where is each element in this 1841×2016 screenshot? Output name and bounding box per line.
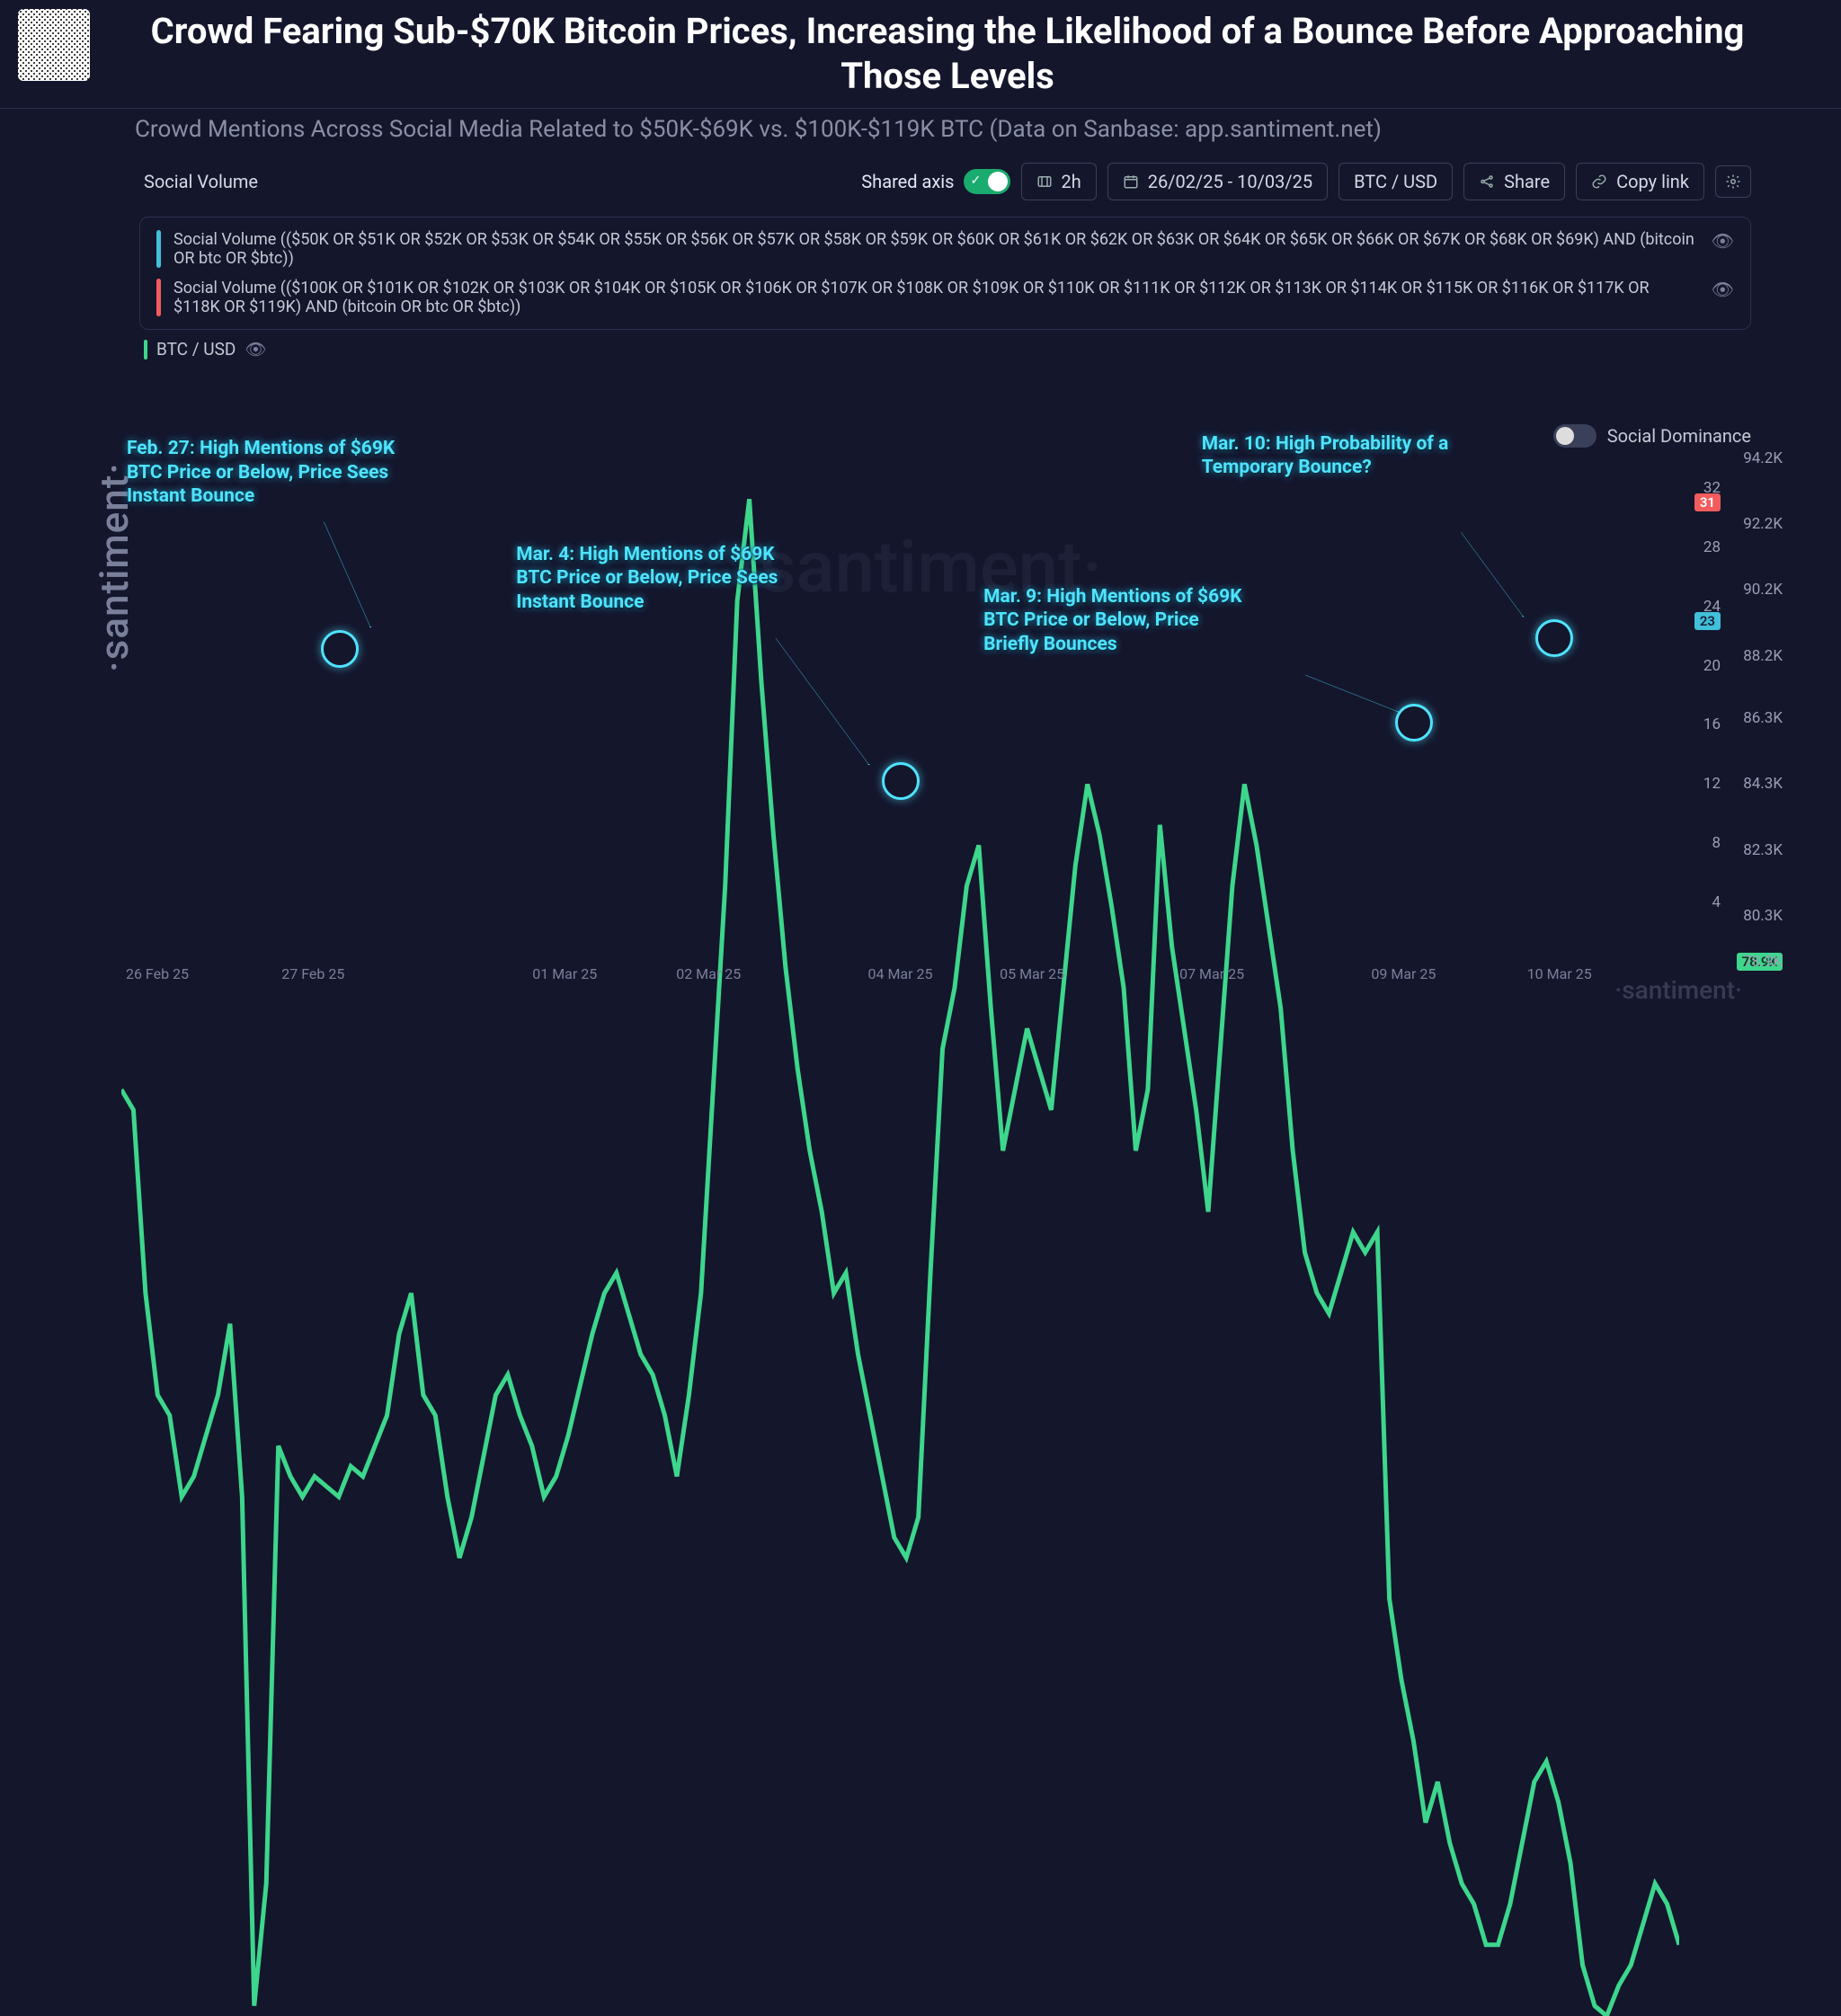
- social-volume-label: Social Volume: [144, 171, 258, 192]
- y-right-tick: 88.2K: [1743, 647, 1783, 665]
- timeframe-value: 2h: [1062, 171, 1081, 192]
- x-tick: 26 Feb 25: [126, 965, 189, 982]
- page-title: Crowd Fearing Sub-$70K Bitcoin Prices, I…: [126, 9, 1769, 99]
- y-right-tick: 80.3K: [1743, 907, 1783, 925]
- toolbar: Social Volume Shared axis ✓ 2h 26/02/25 …: [0, 147, 1841, 217]
- annotation-circle: [1535, 619, 1573, 657]
- timeframe-icon: [1036, 173, 1053, 190]
- annotation-circle: [882, 762, 920, 800]
- copy-link-button[interactable]: Copy link: [1576, 163, 1704, 200]
- y-right-tick: 82.3K: [1743, 841, 1783, 859]
- y-right-tick: 84.3K: [1743, 775, 1783, 793]
- header: Crowd Fearing Sub-$70K Bitcoin Prices, I…: [0, 0, 1841, 109]
- social-dominance-toggle[interactable]: [1553, 424, 1596, 448]
- legend-price-label: BTC / USD: [156, 339, 236, 360]
- x-axis: 26 Feb 25 27 Feb 25 01 Mar 25 02 Mar 25 04 M…: [121, 965, 1679, 987]
- legend-label-b: Social Volume (($100K OR $101K OR $102K …: [173, 279, 1699, 316]
- timeframe-button[interactable]: 2h: [1021, 163, 1097, 200]
- shared-axis-toggle[interactable]: ✓: [964, 169, 1010, 194]
- x-tick: 09 Mar 25: [1371, 965, 1436, 982]
- social-dominance-control: Social Dominance: [1553, 424, 1751, 448]
- legend-series-b[interactable]: Social Volume (($100K OR $101K OR $102K …: [156, 279, 1734, 316]
- shared-axis-label: Shared axis: [861, 171, 954, 192]
- x-tick: 07 Mar 25: [1179, 965, 1244, 982]
- date-range-value: 26/02/25 - 10/03/25: [1148, 171, 1312, 192]
- eye-icon[interactable]: 👁: [1712, 279, 1734, 300]
- share-button[interactable]: Share: [1463, 163, 1565, 200]
- x-tick: 02 Mar 25: [676, 965, 741, 982]
- social-dominance-label: Social Dominance: [1607, 425, 1751, 447]
- share-icon: [1479, 173, 1495, 190]
- y-left-tick: 8: [1712, 834, 1721, 852]
- annotation-circle: [1395, 704, 1433, 742]
- pair-button[interactable]: BTC / USD: [1339, 163, 1453, 200]
- calendar-icon: [1123, 173, 1139, 190]
- x-tick: 27 Feb 25: [281, 965, 344, 982]
- y-right-tick: 94.2K: [1743, 449, 1783, 467]
- y-left-tick: 16: [1703, 715, 1721, 733]
- bars-area: 312378.9K: [121, 458, 1679, 962]
- legend-panel: Social Volume (($50K OR $51K OR $52K OR …: [139, 217, 1751, 330]
- eye-icon[interactable]: 👁: [1712, 230, 1734, 252]
- y-left-tick: 24: [1703, 598, 1721, 616]
- chart: 312378.9K 26 Feb 25 27 Feb 25 01 Mar 25 02 …: [121, 458, 1679, 987]
- y-left-tick: 12: [1703, 775, 1721, 793]
- y-right-tick: 86.3K: [1743, 709, 1783, 727]
- settings-button[interactable]: [1715, 165, 1751, 198]
- gear-icon: [1725, 173, 1741, 190]
- x-tick: 04 Mar 25: [868, 965, 933, 982]
- subtitle: Crowd Mentions Across Social Media Relat…: [0, 109, 1841, 147]
- date-range-button[interactable]: 26/02/25 - 10/03/25: [1107, 163, 1328, 200]
- link-icon: [1591, 173, 1607, 190]
- x-tick: 05 Mar 25: [1000, 965, 1064, 982]
- annotation-circle: [321, 630, 359, 668]
- qr-code: [18, 9, 90, 81]
- legend-series-a[interactable]: Social Volume (($50K OR $51K OR $52K OR …: [156, 230, 1734, 268]
- y-right-tick: 78.9K: [1743, 953, 1783, 971]
- y-left-tick: 28: [1703, 538, 1721, 556]
- y-right-tick: 90.2K: [1743, 581, 1783, 599]
- y-axis-left: 4 8 12 16 20 24 28 32: [1685, 458, 1721, 962]
- share-label: Share: [1504, 171, 1550, 192]
- y-axis-right: 78.9K80.3K82.3K84.3K86.3K88.2K90.2K92.2K…: [1729, 458, 1783, 962]
- shared-axis-control: Shared axis ✓: [861, 169, 1009, 194]
- y-left-tick: 20: [1703, 657, 1721, 675]
- y-left-tick: 32: [1703, 479, 1721, 497]
- y-right-tick: 92.2K: [1743, 515, 1783, 533]
- legend-color-b: [156, 279, 161, 316]
- legend-color-price: [144, 340, 147, 360]
- copy-label: Copy link: [1616, 171, 1689, 192]
- y-left-tick: 4: [1712, 893, 1721, 911]
- x-tick: 01 Mar 25: [532, 965, 597, 982]
- legend-color-a: [156, 230, 161, 268]
- legend-label-a: Social Volume (($50K OR $51K OR $52K OR …: [173, 230, 1699, 268]
- x-tick: 10 Mar 25: [1527, 965, 1592, 982]
- eye-icon[interactable]: 👁: [245, 339, 266, 360]
- legend-price[interactable]: BTC / USD 👁: [144, 339, 1751, 360]
- pair-value: BTC / USD: [1354, 171, 1437, 192]
